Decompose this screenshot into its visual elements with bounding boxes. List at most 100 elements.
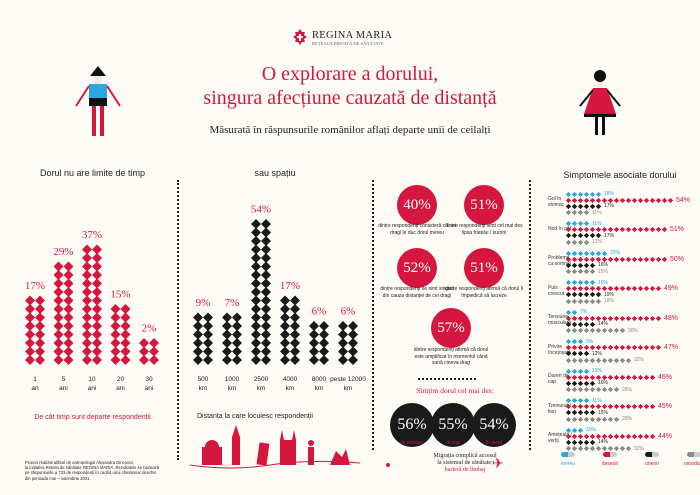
dot-mark bbox=[571, 233, 578, 239]
dot-mark bbox=[589, 197, 596, 203]
dot-mark bbox=[625, 404, 632, 410]
value-label: 15% bbox=[110, 289, 130, 301]
dot-mark bbox=[571, 262, 578, 269]
dot-mark bbox=[577, 197, 584, 203]
dot-mark bbox=[577, 338, 584, 345]
category-label: ani bbox=[145, 385, 154, 392]
dot-mark bbox=[571, 209, 578, 216]
bar bbox=[110, 304, 131, 365]
value-label: 28% bbox=[622, 416, 633, 423]
dot-mark bbox=[565, 298, 572, 304]
diamond-mark bbox=[63, 304, 74, 314]
dot-mark bbox=[613, 374, 620, 380]
dot-mark bbox=[565, 427, 572, 433]
dot-mark bbox=[565, 220, 572, 227]
diamond-mark bbox=[25, 304, 35, 314]
diamond-mark bbox=[92, 287, 102, 297]
dot-mark bbox=[565, 439, 572, 446]
dot-mark bbox=[571, 327, 578, 334]
diamond-mark bbox=[203, 338, 213, 348]
symptom-bar-uneori: 16% bbox=[565, 380, 608, 386]
dot-mark bbox=[637, 315, 644, 321]
category-label: 500 bbox=[198, 376, 209, 383]
diamond-mark bbox=[82, 346, 92, 357]
dot-mark bbox=[565, 209, 572, 216]
stat-circle: 40% bbox=[397, 185, 437, 225]
diamond-mark bbox=[120, 338, 131, 348]
diamond-mark bbox=[222, 321, 232, 331]
diamond-mark bbox=[53, 338, 64, 348]
diamond-mark bbox=[53, 278, 64, 289]
dot-mark bbox=[637, 286, 644, 292]
diamond-mark bbox=[280, 329, 290, 340]
dot-mark bbox=[619, 315, 626, 321]
dot-mark bbox=[601, 416, 608, 422]
dot-mark bbox=[565, 239, 572, 245]
diamond-mark bbox=[35, 338, 45, 348]
dot-mark bbox=[589, 345, 596, 351]
dot-mark bbox=[589, 256, 596, 262]
diamond-mark bbox=[35, 346, 45, 357]
distance-chart-xlabel: Distanța la care locuiesc respondenții bbox=[197, 413, 313, 420]
diamond-mark bbox=[261, 338, 271, 348]
dot-mark bbox=[565, 368, 572, 374]
dot-mark bbox=[631, 404, 638, 410]
dot-mark bbox=[565, 345, 572, 351]
dot-mark bbox=[565, 227, 572, 233]
diamond-mark bbox=[25, 321, 35, 331]
diamond-mark bbox=[120, 312, 131, 323]
symptom-bar-niciodată: 15% bbox=[565, 268, 608, 275]
legend-item: niciodată bbox=[674, 452, 700, 467]
diamond-mark bbox=[53, 312, 64, 323]
dot-mark bbox=[625, 374, 632, 380]
dot-mark bbox=[619, 404, 626, 410]
dot-mark bbox=[649, 374, 656, 380]
dot-mark bbox=[613, 404, 620, 410]
dot-mark bbox=[583, 368, 590, 374]
dot-mark bbox=[571, 227, 578, 233]
diamond-mark bbox=[203, 312, 213, 323]
symptom-bar-mereu: 11% bbox=[565, 220, 602, 227]
diamond-mark bbox=[309, 346, 319, 357]
diamond-mark bbox=[120, 355, 131, 365]
dot-mark bbox=[583, 292, 590, 298]
dot-mark bbox=[583, 416, 590, 422]
value-label: 17% bbox=[25, 280, 45, 292]
distance-chart: 9% 500 km 7% 1000 km 54% 2500 km 17% 4000 km 6% 8000 k… bbox=[193, 204, 366, 392]
dot-mark bbox=[565, 197, 572, 203]
diamond-mark bbox=[251, 278, 261, 289]
man-figure-icon bbox=[75, 66, 121, 136]
diamond-mark bbox=[261, 287, 271, 297]
diamond-mark bbox=[232, 321, 242, 331]
diamond-mark bbox=[63, 355, 74, 365]
dot-mark bbox=[565, 268, 572, 275]
diamond-mark bbox=[193, 329, 203, 340]
dot-mark bbox=[607, 374, 614, 380]
dot-mark bbox=[589, 416, 596, 422]
diamond-mark bbox=[251, 346, 261, 357]
dot-mark bbox=[565, 321, 572, 328]
symptom-label: Probleme cu somnul bbox=[548, 255, 571, 267]
dot-mark bbox=[643, 197, 650, 203]
diamond-mark bbox=[309, 355, 319, 365]
diamond-mark bbox=[53, 270, 64, 280]
dot-mark bbox=[571, 433, 578, 439]
dot-mark bbox=[595, 292, 602, 298]
dot-mark bbox=[601, 374, 608, 380]
diamond-mark bbox=[35, 321, 45, 331]
felt-title: Simțim dorul cel mai des: bbox=[416, 386, 494, 395]
diamond-mark bbox=[203, 321, 213, 331]
diamond-mark bbox=[261, 295, 271, 306]
dot-mark bbox=[613, 433, 620, 439]
dot-mark bbox=[571, 239, 578, 245]
dot-mark bbox=[661, 227, 668, 233]
diamond-mark bbox=[92, 278, 102, 289]
dot-mark bbox=[589, 203, 596, 210]
diamond-mark bbox=[261, 304, 271, 314]
diamond-mark bbox=[290, 329, 300, 340]
dot-mark bbox=[589, 262, 596, 269]
diamond-mark bbox=[53, 346, 64, 357]
symptom-label: Amețeală / vertij bbox=[548, 432, 572, 444]
dot-mark bbox=[601, 256, 608, 262]
diamond-mark bbox=[280, 346, 290, 357]
